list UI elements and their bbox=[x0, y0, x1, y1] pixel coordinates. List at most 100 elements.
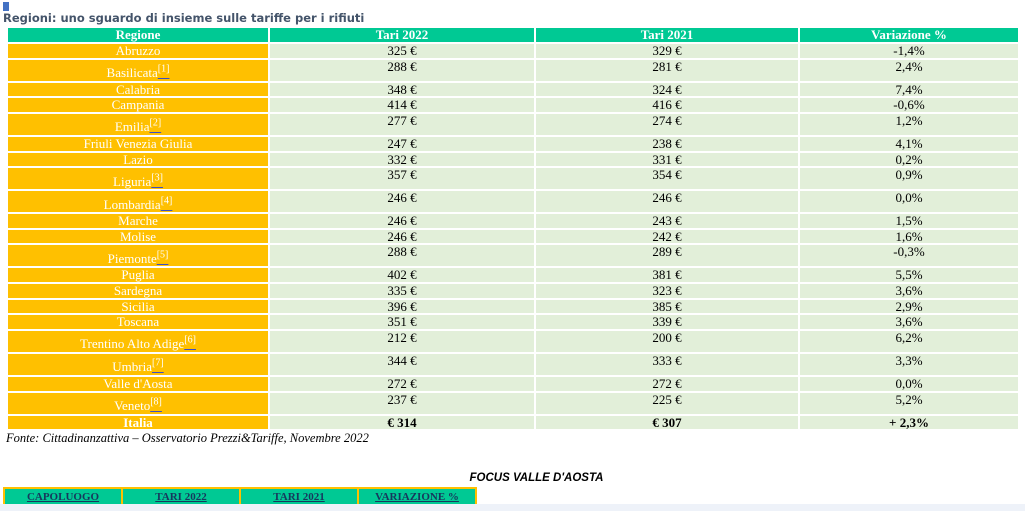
focus-table-header-row: CAPOLUOGO TARI 2022 TARI 2021 VARIAZIONE… bbox=[3, 487, 477, 506]
table-row: Molise 246 €242 €1,6% bbox=[8, 229, 1018, 244]
value-cell-tari-2022: 212 € bbox=[270, 331, 534, 353]
region-name: Molise bbox=[119, 229, 157, 244]
region-name: Sicilia bbox=[121, 299, 155, 314]
value-cell-variazione: 0,2% bbox=[800, 152, 1018, 167]
region-cell: Lombardia[4] bbox=[8, 191, 268, 213]
value-cell-variazione: 2,9% bbox=[800, 299, 1018, 314]
table-row: Umbria[7] 344 €333 €3,3% bbox=[8, 354, 1018, 376]
region-cell: Sardegna bbox=[8, 284, 268, 298]
footnote-ref-link[interactable]: [7] bbox=[152, 358, 164, 370]
value-cell-variazione: 0,0% bbox=[800, 191, 1018, 213]
value-cell-tari-2022: 348 € bbox=[270, 82, 534, 97]
focus-column-tari-2021: TARI 2021 bbox=[241, 489, 357, 506]
table-row: Sardegna 335 €323 €3,6% bbox=[8, 284, 1018, 298]
page-title: Regioni: uno sguardo di insieme sulle ta… bbox=[3, 11, 365, 25]
table-row: Friuli Venezia Giulia 247 €238 €4,1% bbox=[8, 136, 1018, 151]
region-cell: Valle d'Aosta bbox=[8, 377, 268, 391]
value-cell-tari-2021: 272 € bbox=[536, 377, 798, 391]
footnote-ref-link[interactable]: [6] bbox=[184, 335, 196, 347]
region-name: Piemonte bbox=[107, 250, 157, 266]
region-name: Basilicata bbox=[106, 65, 158, 80]
value-cell-variazione: 3,6% bbox=[800, 315, 1018, 330]
region-name: Trentino Alto Adige bbox=[80, 336, 185, 352]
value-cell-variazione: 3,6% bbox=[800, 284, 1018, 298]
value-cell-tari-2022: 335 € bbox=[270, 284, 534, 298]
value-cell-tari-2022: 246 € bbox=[270, 229, 534, 244]
table-header-row: Regione Tari 2022 Tari 2021 Variazione % bbox=[8, 28, 1018, 42]
footnote-ref-link[interactable]: [2] bbox=[149, 117, 162, 129]
value-cell-tari-2021: 324 € bbox=[536, 82, 798, 97]
regions-table-body: Abruzzo 325 €329 € -1,4% Basilicata[1] 288 €… bbox=[8, 44, 1018, 414]
region-name: Abruzzo bbox=[115, 44, 161, 58]
total-row-italia: Italia € 314 € 307 + 2,3% bbox=[8, 415, 1018, 430]
column-header-tari-2022: Tari 2022 bbox=[270, 28, 534, 42]
value-cell-variazione: 1,5% bbox=[800, 214, 1018, 228]
table-row: Basilicata[1] 288 €281 €2,4% bbox=[8, 59, 1018, 81]
table-row: Calabria 348 €324 €7,4% bbox=[8, 82, 1018, 97]
region-cell: Friuli Venezia Giulia bbox=[8, 136, 268, 151]
value-cell-variazione: 5,2% bbox=[800, 392, 1018, 414]
value-cell-tari-2021: 289 € bbox=[536, 245, 798, 267]
region-cell: Piemonte[5] bbox=[8, 245, 268, 267]
region-cell: Umbria[7] bbox=[8, 354, 268, 376]
value-cell-tari-2022: 332 € bbox=[270, 152, 534, 167]
value-cell-tari-2022: 325 € bbox=[270, 44, 534, 58]
table-row: Emilia[2] 277 €274 €1,2% bbox=[8, 113, 1018, 135]
value-cell-variazione: 0,9% bbox=[800, 168, 1018, 190]
region-name: Calabria bbox=[115, 82, 161, 97]
value-cell-tari-2022: 357 € bbox=[270, 168, 534, 190]
region-name: Lazio bbox=[123, 152, 153, 167]
value-cell-tari-2022: 414 € bbox=[270, 98, 534, 112]
value-cell-tari-2022: 351 € bbox=[270, 315, 534, 330]
region-name: Valle d'Aosta bbox=[103, 377, 173, 391]
value-cell-variazione: 1,6% bbox=[800, 229, 1018, 244]
focus-section-heading: FOCUS VALLE D'AOSTA bbox=[469, 472, 604, 484]
value-cell-variazione: 5,5% bbox=[800, 268, 1018, 283]
region-cell: Trentino Alto Adige[6] bbox=[8, 331, 268, 353]
table-row: Campania 414 €416 € -0,6% bbox=[8, 98, 1018, 112]
table-row: Abruzzo 325 €329 € -1,4% bbox=[8, 44, 1018, 58]
value-cell-tari-2021: 238 € bbox=[536, 136, 798, 151]
footnote-ref-link[interactable]: [8] bbox=[150, 396, 162, 408]
source-note: Fonte: Cittadinanzattiva – Osservatorio … bbox=[6, 431, 369, 445]
footnote-ref-link[interactable]: [1] bbox=[157, 63, 170, 75]
footnote-ref-link[interactable]: [4] bbox=[160, 195, 173, 207]
region-cell: Toscana bbox=[8, 315, 268, 330]
value-cell-variazione: 2,4% bbox=[800, 59, 1018, 81]
value-cell-variazione: 7,4% bbox=[800, 82, 1018, 97]
value-cell-tari-2021: 274 € bbox=[536, 113, 798, 135]
table-row: Toscana 351 €339 €3,6% bbox=[8, 315, 1018, 330]
column-header-variazione: Variazione % bbox=[800, 28, 1018, 42]
value-cell-tari-2021: 281 € bbox=[536, 59, 798, 81]
value-cell-tari-2021: 331 € bbox=[536, 152, 798, 167]
region-cell: Marche bbox=[8, 214, 268, 228]
table-row: Sicilia 396 €385 €2,9% bbox=[8, 299, 1018, 314]
value-cell-tari-2022: 277 € bbox=[270, 113, 534, 135]
region-name: Friuli Venezia Giulia bbox=[83, 136, 193, 151]
table-row: Puglia 402 €381 €5,5% bbox=[8, 268, 1018, 283]
table-row: Lazio 332 €331 €0,2% bbox=[8, 152, 1018, 167]
value-cell-tari-2022: 272 € bbox=[270, 377, 534, 391]
value-cell-tari-2021: 381 € bbox=[536, 268, 798, 283]
region-cell-total: Italia bbox=[8, 415, 268, 430]
regions-tariff-table: Regione Tari 2022 Tari 2021 Variazione %… bbox=[6, 26, 1020, 431]
value-cell-variazione: -1,4% bbox=[800, 44, 1018, 58]
footnote-ref-link[interactable]: [5] bbox=[156, 249, 169, 261]
region-cell: Liguria[3] bbox=[8, 168, 268, 190]
footnote-ref-link[interactable]: [3] bbox=[151, 172, 163, 184]
value-cell-tari-2022: 237 € bbox=[270, 392, 534, 414]
table-row: Marche 246 €243 €1,5% bbox=[8, 214, 1018, 228]
table-row: Liguria[3] 357 €354 €0,9% bbox=[8, 168, 1018, 190]
value-cell-tari-2022: 246 € bbox=[270, 214, 534, 228]
region-name: Campania bbox=[111, 98, 165, 112]
value-cell-variazione: -0,3% bbox=[800, 245, 1018, 267]
focus-column-capoluogo: CAPOLUOGO bbox=[5, 489, 121, 506]
value-cell-tari-2022: 247 € bbox=[270, 136, 534, 151]
value-cell-tari-2021: 329 € bbox=[536, 44, 798, 58]
region-name: Sardegna bbox=[113, 284, 163, 298]
table-row: Veneto[8] 237 €225 €5,2% bbox=[8, 392, 1018, 414]
value-cell-total-2022: € 314 bbox=[270, 415, 534, 430]
value-cell-tari-2021: 242 € bbox=[536, 229, 798, 244]
region-cell: Basilicata[1] bbox=[8, 59, 268, 81]
value-cell-tari-2022: 288 € bbox=[270, 245, 534, 267]
